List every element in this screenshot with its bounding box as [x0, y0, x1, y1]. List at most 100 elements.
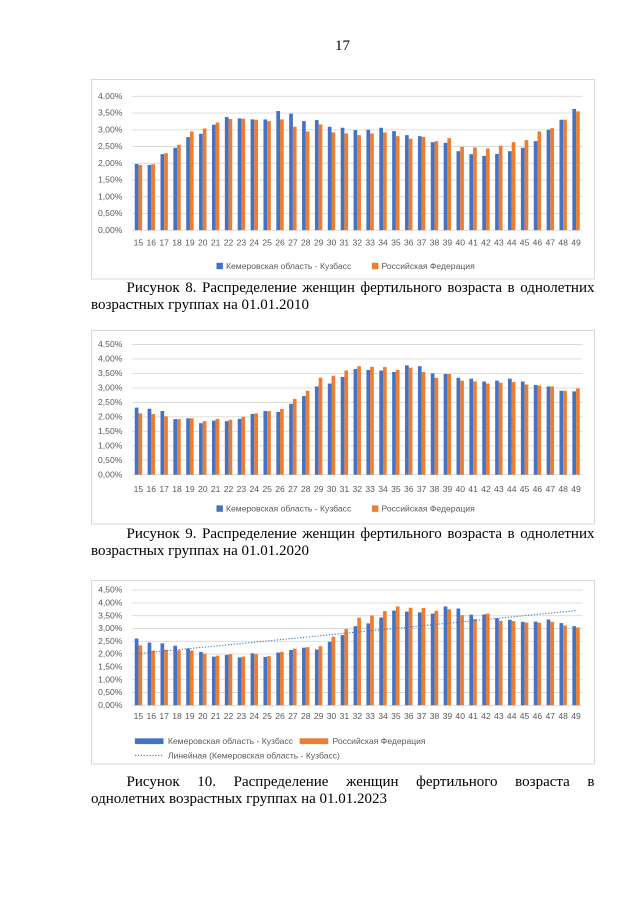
- svg-text:Российская Федерация: Российская Федерация: [381, 261, 475, 271]
- svg-text:17: 17: [159, 238, 169, 248]
- svg-text:25: 25: [262, 484, 272, 494]
- svg-text:31: 31: [339, 484, 349, 494]
- svg-text:4,00%: 4,00%: [98, 91, 123, 101]
- svg-text:20: 20: [198, 484, 208, 494]
- svg-text:3,00%: 3,00%: [98, 383, 123, 393]
- svg-text:40: 40: [455, 484, 465, 494]
- svg-text:43: 43: [494, 484, 504, 494]
- svg-text:41: 41: [468, 712, 478, 722]
- svg-text:30: 30: [326, 712, 336, 722]
- svg-text:18: 18: [172, 484, 182, 494]
- svg-text:35: 35: [391, 238, 401, 248]
- svg-text:21: 21: [210, 238, 220, 248]
- svg-text:37: 37: [416, 712, 426, 722]
- svg-text:2,50%: 2,50%: [98, 141, 123, 151]
- svg-text:46: 46: [532, 238, 542, 248]
- svg-text:28: 28: [300, 484, 310, 494]
- svg-text:37: 37: [416, 238, 426, 248]
- svg-text:43: 43: [494, 712, 504, 722]
- svg-text:30: 30: [326, 484, 336, 494]
- svg-text:40: 40: [455, 712, 465, 722]
- svg-text:0,50%: 0,50%: [98, 687, 123, 697]
- svg-text:31: 31: [339, 712, 349, 722]
- svg-text:43: 43: [494, 238, 504, 248]
- svg-text:15: 15: [133, 712, 143, 722]
- svg-text:Кемеровская область - Кузбасс: Кемеровская область - Кузбасс: [167, 737, 293, 747]
- svg-text:2,50%: 2,50%: [98, 636, 123, 646]
- svg-text:34: 34: [378, 712, 388, 722]
- svg-text:23: 23: [236, 238, 246, 248]
- svg-text:22: 22: [223, 484, 233, 494]
- svg-text:1,00%: 1,00%: [98, 191, 123, 201]
- svg-text:24: 24: [249, 712, 259, 722]
- svg-text:15: 15: [133, 484, 143, 494]
- svg-text:40: 40: [455, 238, 465, 248]
- svg-text:49: 49: [571, 238, 581, 248]
- svg-text:3,50%: 3,50%: [98, 108, 123, 118]
- svg-text:42: 42: [481, 238, 491, 248]
- svg-text:Кемеровская область - Кузбасс: Кемеровская область - Кузбасс: [226, 261, 352, 271]
- svg-text:Российская Федерация: Российская Федерация: [332, 737, 425, 747]
- svg-text:36: 36: [403, 712, 413, 722]
- svg-text:28: 28: [300, 712, 310, 722]
- svg-text:19: 19: [185, 238, 195, 248]
- svg-text:0,00%: 0,00%: [98, 225, 123, 235]
- svg-text:34: 34: [378, 238, 388, 248]
- svg-text:41: 41: [468, 484, 478, 494]
- svg-text:46: 46: [532, 484, 542, 494]
- svg-text:49: 49: [571, 712, 581, 722]
- svg-text:33: 33: [365, 238, 375, 248]
- svg-text:44: 44: [506, 238, 516, 248]
- svg-text:48: 48: [558, 712, 568, 722]
- svg-text:1,00%: 1,00%: [98, 440, 123, 450]
- svg-text:18: 18: [172, 238, 182, 248]
- svg-text:47: 47: [545, 238, 555, 248]
- svg-text:29: 29: [313, 238, 323, 248]
- svg-text:46: 46: [532, 712, 542, 722]
- svg-text:29: 29: [313, 484, 323, 494]
- svg-text:21: 21: [210, 484, 220, 494]
- svg-text:28: 28: [300, 238, 310, 248]
- svg-text:0,00%: 0,00%: [98, 700, 123, 710]
- svg-text:3,50%: 3,50%: [98, 611, 123, 621]
- svg-text:31: 31: [339, 238, 349, 248]
- svg-text:2,00%: 2,00%: [98, 158, 123, 168]
- svg-text:4,00%: 4,00%: [98, 598, 123, 608]
- svg-text:48: 48: [558, 484, 568, 494]
- svg-text:Российская Федерация: Российская Федерация: [381, 504, 475, 514]
- svg-text:48: 48: [558, 238, 568, 248]
- svg-text:19: 19: [185, 712, 195, 722]
- svg-text:33: 33: [365, 712, 375, 722]
- svg-text:32: 32: [352, 484, 362, 494]
- svg-text:20: 20: [198, 712, 208, 722]
- svg-text:27: 27: [288, 712, 298, 722]
- svg-text:44: 44: [506, 712, 516, 722]
- svg-text:23: 23: [236, 712, 246, 722]
- svg-text:2,50%: 2,50%: [98, 397, 123, 407]
- svg-text:29: 29: [313, 712, 323, 722]
- svg-text:35: 35: [391, 484, 401, 494]
- svg-text:26: 26: [275, 712, 285, 722]
- svg-text:36: 36: [403, 484, 413, 494]
- svg-text:32: 32: [352, 238, 362, 248]
- svg-text:1,50%: 1,50%: [98, 426, 123, 436]
- svg-text:1,50%: 1,50%: [98, 662, 123, 672]
- svg-text:37: 37: [416, 484, 426, 494]
- svg-text:0,50%: 0,50%: [98, 208, 123, 218]
- svg-text:1,50%: 1,50%: [98, 175, 123, 185]
- svg-text:39: 39: [442, 238, 452, 248]
- svg-text:2,00%: 2,00%: [98, 649, 123, 659]
- svg-text:4,00%: 4,00%: [98, 354, 123, 364]
- svg-text:17: 17: [159, 712, 169, 722]
- svg-text:35: 35: [391, 712, 401, 722]
- svg-text:3,00%: 3,00%: [98, 124, 123, 134]
- svg-text:16: 16: [146, 484, 156, 494]
- svg-text:39: 39: [442, 712, 452, 722]
- svg-text:38: 38: [429, 484, 439, 494]
- svg-text:22: 22: [223, 712, 233, 722]
- svg-text:30: 30: [326, 238, 336, 248]
- svg-text:17: 17: [159, 484, 169, 494]
- svg-text:18: 18: [172, 712, 182, 722]
- svg-text:25: 25: [262, 712, 272, 722]
- svg-text:23: 23: [236, 484, 246, 494]
